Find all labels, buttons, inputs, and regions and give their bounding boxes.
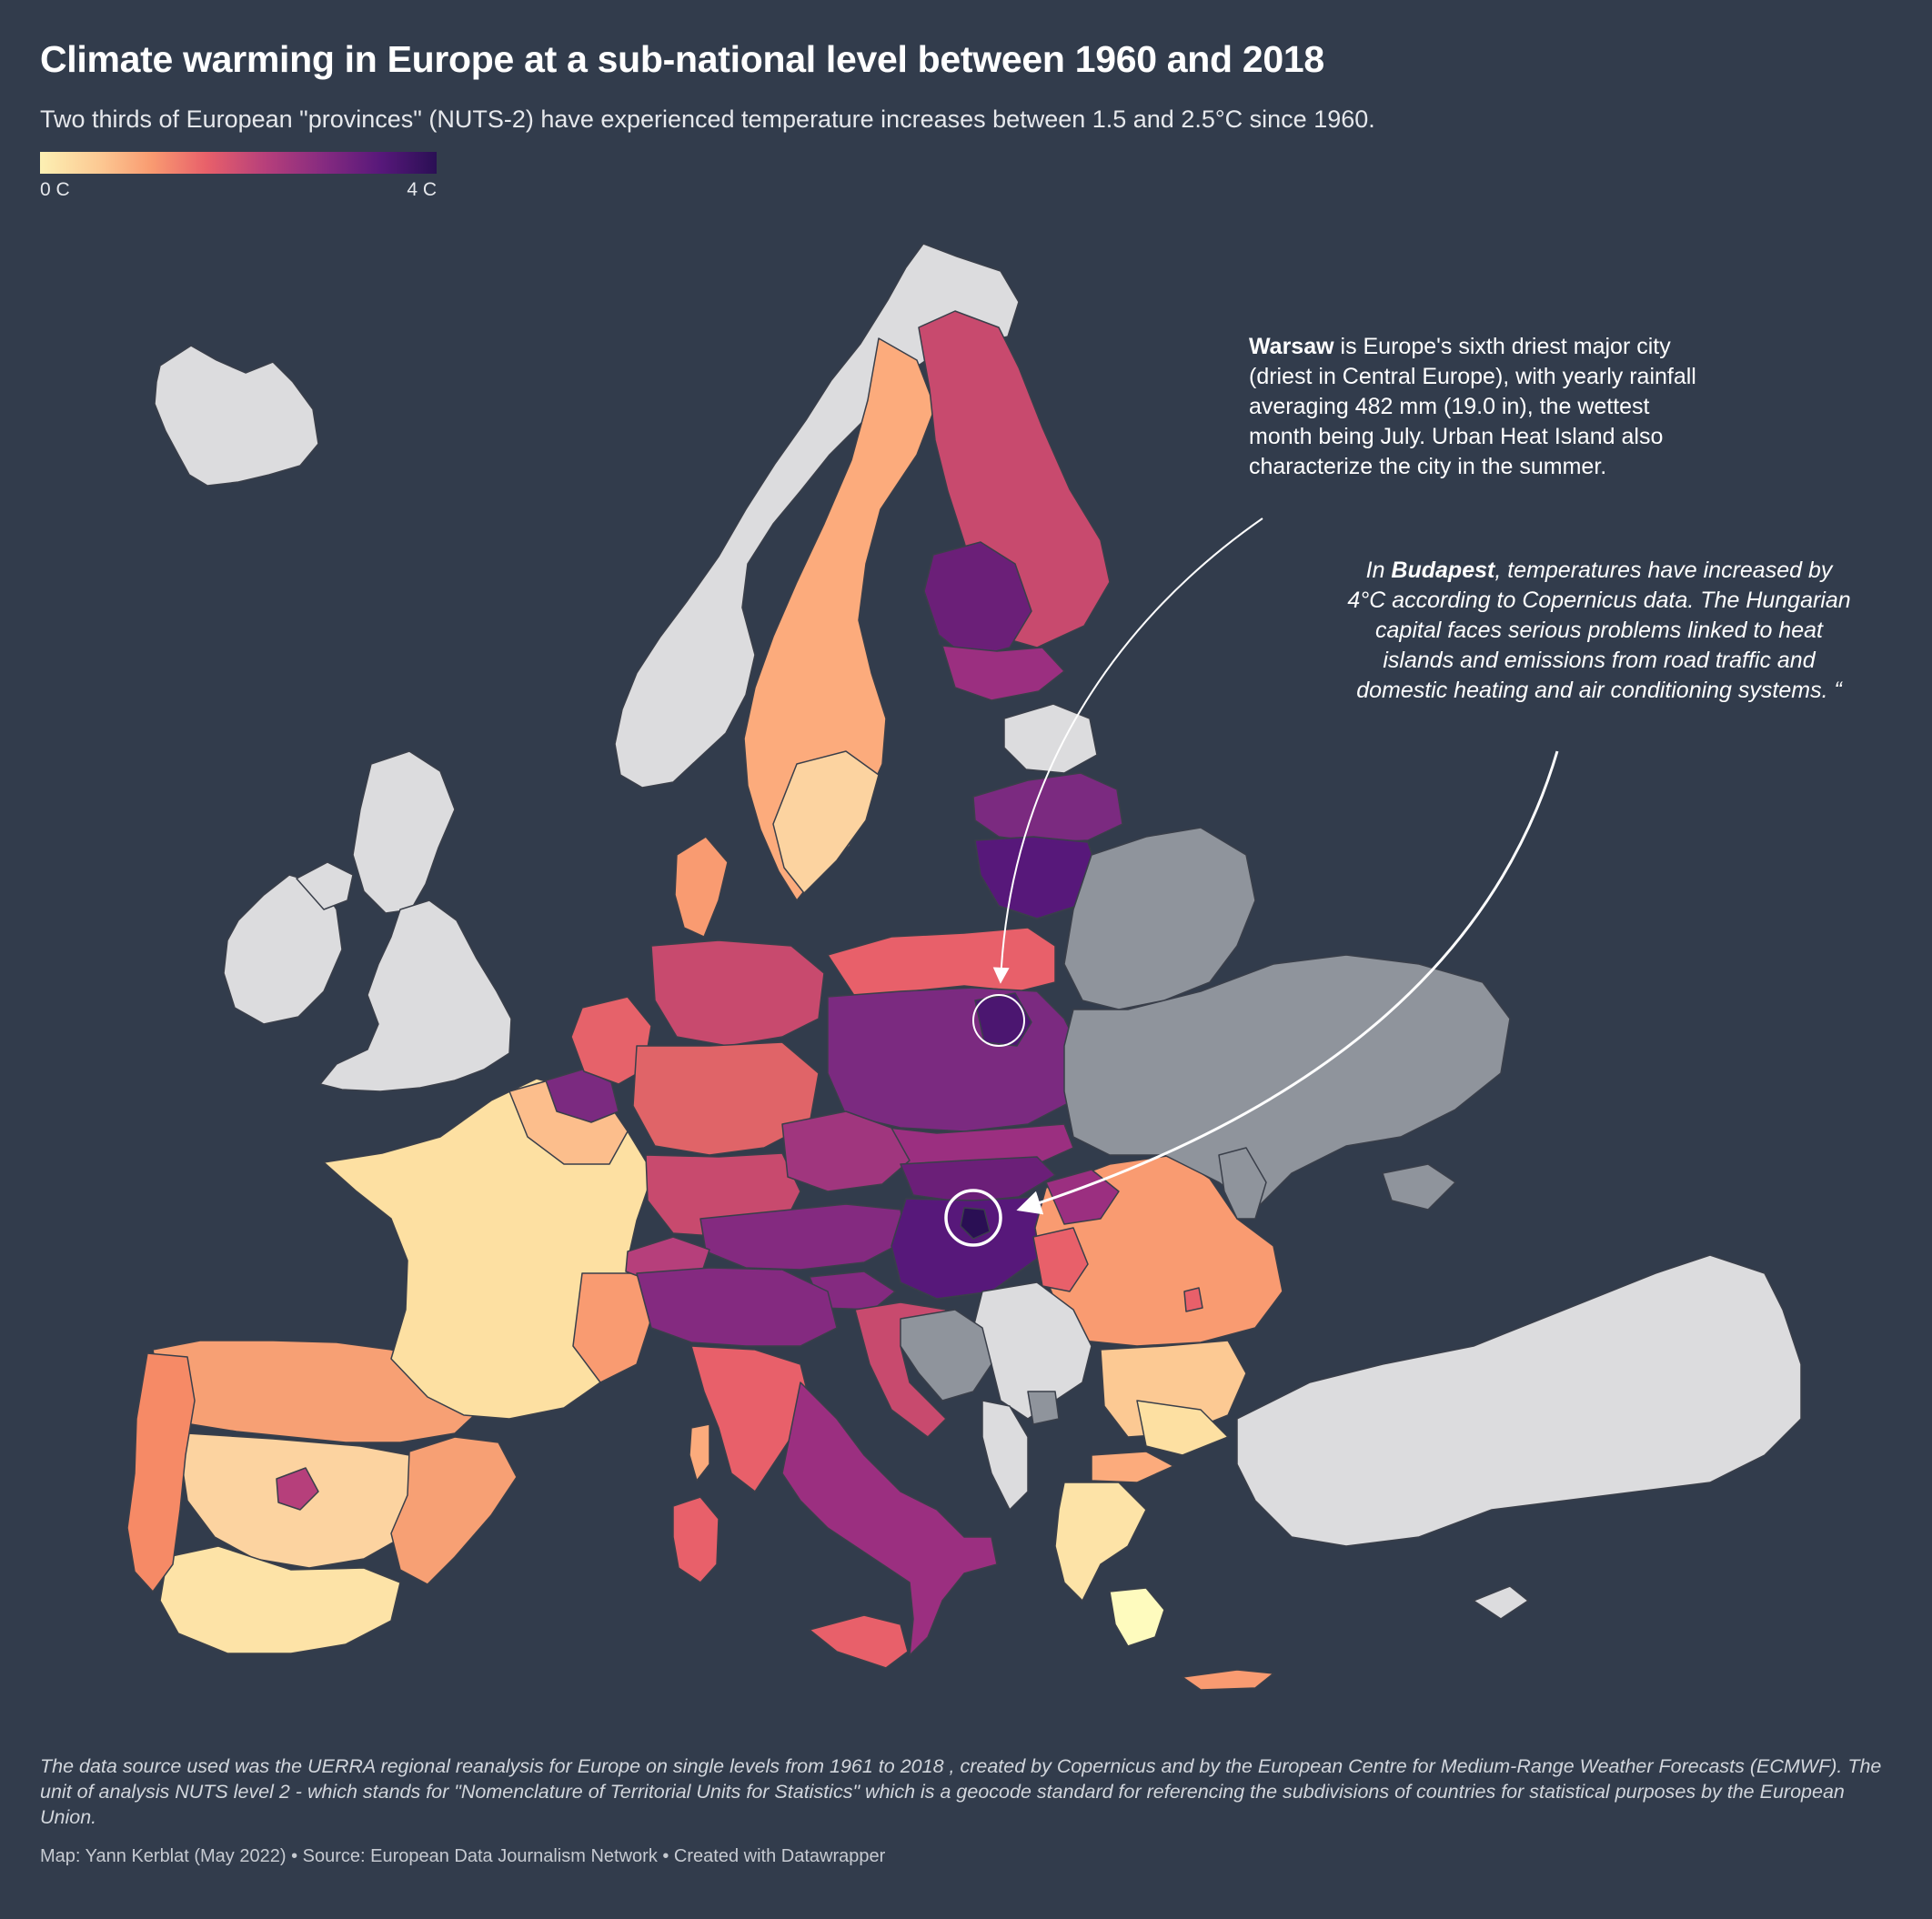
region-belgium[interactable] bbox=[545, 1069, 619, 1123]
region-greece-north[interactable] bbox=[1091, 1451, 1174, 1483]
region-kosovo[interactable] bbox=[1027, 1391, 1060, 1425]
region-spain-east[interactable] bbox=[390, 1436, 518, 1585]
region-denmark[interactable] bbox=[674, 836, 729, 938]
region-romania-west[interactable] bbox=[1032, 1227, 1089, 1292]
region-sicily[interactable] bbox=[809, 1614, 909, 1669]
budapest-annotation-city: Budapest bbox=[1391, 558, 1495, 583]
region-poland-centre[interactable] bbox=[827, 987, 1083, 1132]
region-finland-west[interactable] bbox=[923, 541, 1032, 659]
legend-max-label: 4 C bbox=[407, 179, 437, 200]
region-hungary[interactable] bbox=[891, 1196, 1060, 1300]
region-crete[interactable] bbox=[1182, 1669, 1274, 1691]
region-portugal[interactable] bbox=[126, 1352, 196, 1592]
region-budapest[interactable] bbox=[960, 1207, 991, 1240]
warsaw-annotation: Warsaw is Europe's sixth driest major ci… bbox=[1249, 332, 1713, 482]
region-scotland[interactable] bbox=[352, 750, 456, 914]
region-italy-centre[interactable] bbox=[690, 1345, 810, 1492]
region-ireland[interactable] bbox=[223, 874, 343, 1025]
region-finland-south[interactable] bbox=[941, 645, 1065, 701]
region-italy-north[interactable] bbox=[636, 1267, 838, 1347]
region-iceland[interactable] bbox=[154, 345, 319, 487]
budapest-arrow bbox=[1016, 750, 1559, 1215]
budapest-annotation-text: , temperatures have increased by 4°C acc… bbox=[1347, 558, 1851, 703]
warsaw-annotation-text: is Europe's sixth driest major city (dri… bbox=[1249, 334, 1696, 479]
map-subtitle: Two thirds of European "provinces" (NUTS… bbox=[40, 105, 1375, 133]
region-northern-ireland[interactable] bbox=[296, 861, 354, 910]
region-montenegro-albania[interactable] bbox=[981, 1400, 1029, 1511]
region-spain-south[interactable] bbox=[159, 1545, 401, 1654]
region-austria[interactable] bbox=[699, 1203, 907, 1271]
region-madrid[interactable] bbox=[276, 1467, 319, 1511]
region-greece[interactable] bbox=[1054, 1482, 1147, 1602]
legend-min-label: 0 C bbox=[40, 179, 70, 200]
region-moldova[interactable] bbox=[1218, 1147, 1267, 1220]
region-corsica[interactable] bbox=[689, 1423, 710, 1482]
region-slovakia[interactable] bbox=[900, 1156, 1056, 1203]
region-poland-north[interactable] bbox=[827, 927, 1056, 998]
budapest-highlight-circle[interactable] bbox=[944, 1189, 1002, 1247]
region-crimea[interactable] bbox=[1382, 1163, 1456, 1211]
budapest-annotation-prefix: In bbox=[1365, 558, 1392, 583]
map-title: Climate warming in Europe at a sub-natio… bbox=[40, 38, 1324, 80]
region-finland-north[interactable] bbox=[918, 310, 1111, 648]
region-bulgaria[interactable] bbox=[1100, 1340, 1247, 1438]
region-bosnia[interactable] bbox=[900, 1309, 992, 1402]
region-sweden-south[interactable] bbox=[772, 750, 880, 894]
region-peloponnese[interactable] bbox=[1109, 1587, 1165, 1647]
region-estonia[interactable] bbox=[1003, 703, 1098, 774]
legend-gradient-bar bbox=[40, 152, 437, 174]
region-netherlands[interactable] bbox=[570, 996, 652, 1085]
source-credit: Map: Yann Kerblat (May 2022) • Source: E… bbox=[40, 1846, 886, 1866]
region-germany-north[interactable] bbox=[650, 939, 825, 1047]
color-legend: 0 C 4 C bbox=[40, 152, 437, 201]
warsaw-annotation-city: Warsaw bbox=[1249, 334, 1334, 359]
region-masovia[interactable] bbox=[974, 992, 1032, 1047]
region-belarus[interactable] bbox=[1063, 827, 1256, 1010]
region-bulgaria-south[interactable] bbox=[1136, 1400, 1229, 1456]
region-bucharest[interactable] bbox=[1183, 1287, 1203, 1312]
region-england-wales[interactable] bbox=[319, 899, 512, 1092]
region-romania-northwest[interactable] bbox=[1045, 1169, 1120, 1225]
budapest-annotation: In Budapest, temperatures have increased… bbox=[1344, 556, 1854, 706]
region-cyprus[interactable] bbox=[1473, 1585, 1529, 1620]
region-czechia[interactable] bbox=[781, 1110, 911, 1192]
region-italy-adriatic[interactable] bbox=[781, 1381, 998, 1656]
region-ukraine[interactable] bbox=[1063, 954, 1511, 1211]
region-turkey[interactable] bbox=[1236, 1254, 1802, 1547]
warsaw-arrow bbox=[992, 517, 1263, 984]
methodology-notes: The data source used was the UERRA regio… bbox=[40, 1755, 1882, 1828]
region-latvia[interactable] bbox=[972, 772, 1123, 843]
region-sardinia[interactable] bbox=[672, 1496, 719, 1583]
warsaw-highlight-circle[interactable] bbox=[972, 994, 1025, 1047]
